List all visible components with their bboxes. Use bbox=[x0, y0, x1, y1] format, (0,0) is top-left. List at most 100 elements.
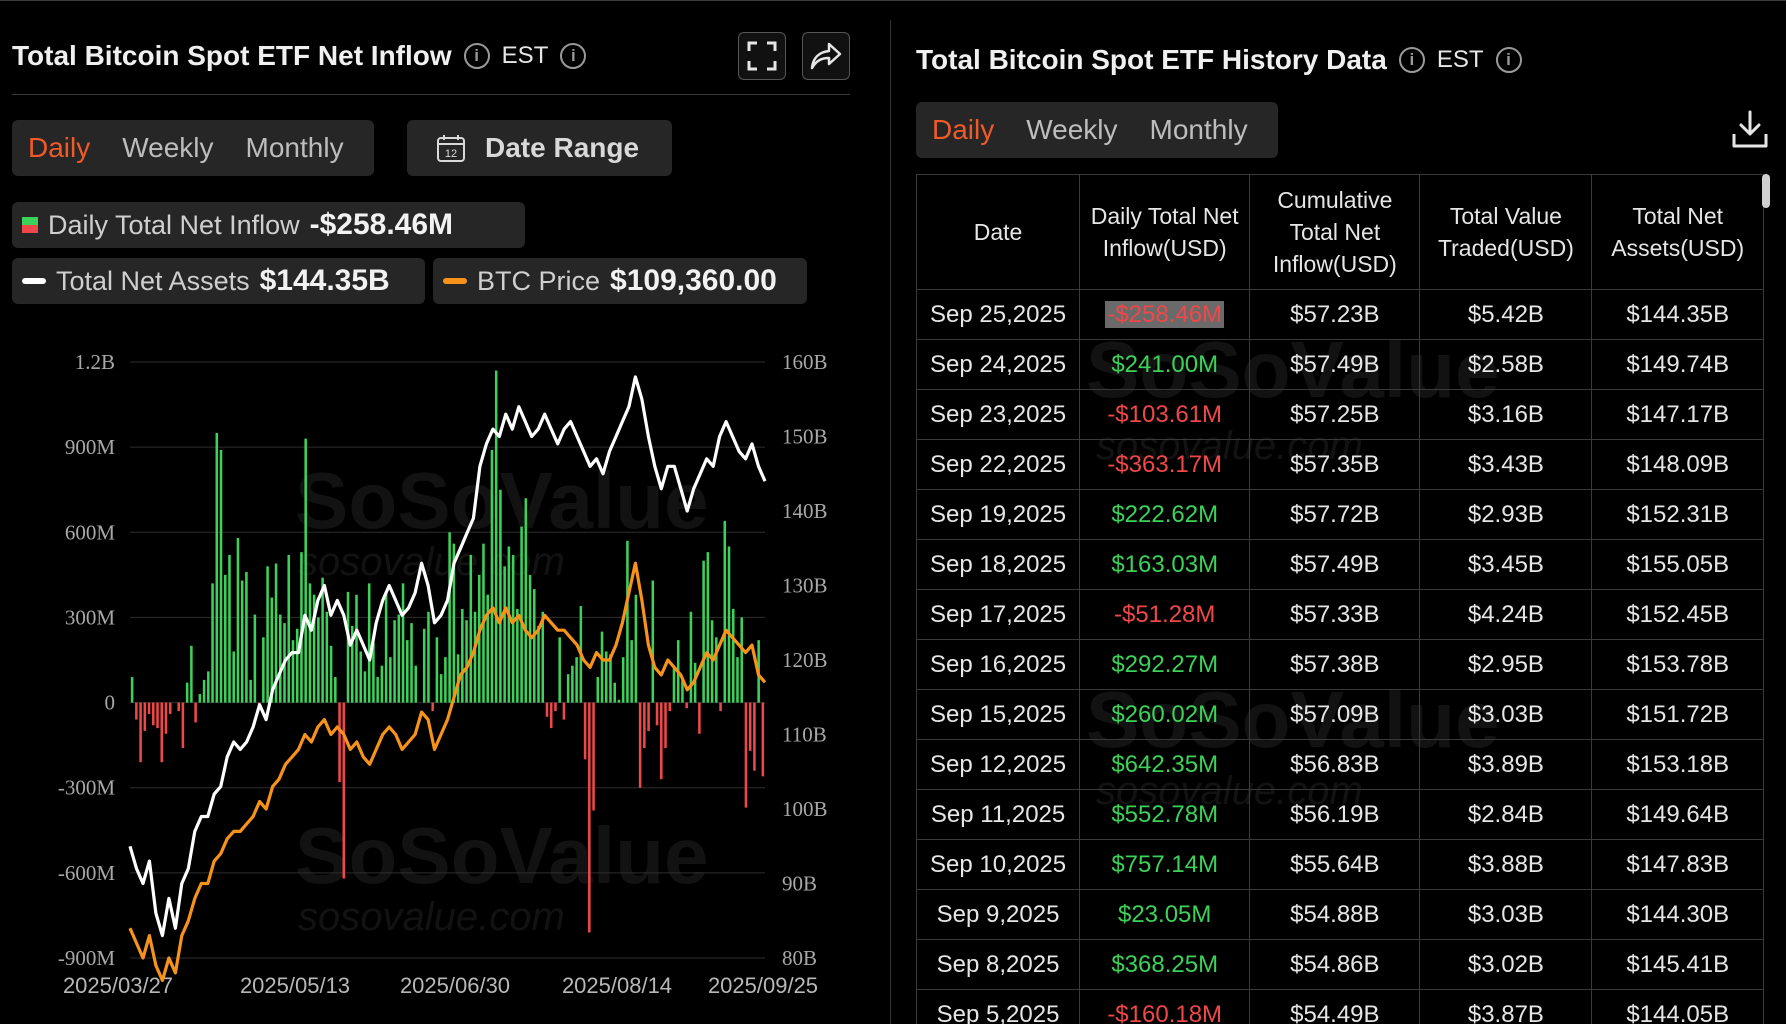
inflow-bar-negative bbox=[168, 702, 172, 714]
inflow-bar-positive bbox=[461, 608, 464, 703]
inflow-bar-positive bbox=[558, 637, 561, 703]
cell-cumulative-inflow: $57.33B bbox=[1249, 589, 1421, 640]
history-timezone-info-icon[interactable]: i bbox=[1495, 47, 1522, 73]
right-tick-label: 130B bbox=[782, 574, 828, 598]
share-button[interactable] bbox=[802, 32, 850, 80]
table-scrollbar[interactable] bbox=[1762, 174, 1770, 208]
history-tab-daily[interactable]: Daily bbox=[932, 114, 995, 145]
inflow-bar-negative bbox=[562, 702, 566, 720]
table-row[interactable]: Sep 5,2025 -$160.18M $54.49B $3.87B $144.05B bbox=[916, 989, 1764, 1024]
inflow-bar-positive bbox=[329, 645, 333, 703]
inflow-bar-positive bbox=[452, 543, 456, 703]
btc-price-pill[interactable]: BTC Price $109,360.00 bbox=[433, 258, 807, 304]
cell-net-assets: $153.18B bbox=[1591, 739, 1764, 790]
table-row[interactable]: Sep 9,2025 $23.05M $54.88B $3.03B $144.30B bbox=[916, 889, 1764, 940]
history-tab-monthly[interactable]: Monthly bbox=[1149, 114, 1248, 145]
history-info-icon[interactable]: i bbox=[1398, 47, 1425, 73]
table-row[interactable]: Sep 19,2025 $222.62M $57.72B $2.93B $152.31B bbox=[916, 489, 1764, 540]
timezone-label: EST bbox=[501, 42, 549, 69]
history-tab-weekly[interactable]: Weekly bbox=[1026, 114, 1118, 145]
inflow-bar-positive bbox=[223, 574, 227, 703]
inflow-bar-positive bbox=[308, 583, 312, 703]
inflow-bar-positive bbox=[520, 526, 523, 703]
table-row[interactable]: Sep 23,2025 -$103.61M $57.25B $3.16B $147.17… bbox=[916, 389, 1764, 440]
inflow-bar-negative bbox=[549, 702, 553, 729]
table-row[interactable]: Sep 18,2025 $163.03M $57.49B $3.45B $155.05B bbox=[916, 539, 1764, 590]
inflow-bar-positive bbox=[571, 665, 574, 703]
inflow-bar-positive bbox=[274, 563, 278, 703]
info-icon[interactable]: i bbox=[463, 43, 490, 69]
download-icon[interactable] bbox=[1730, 108, 1770, 152]
table-row[interactable]: Sep 15,2025 $260.02M $57.09B $3.03B $151.72B bbox=[916, 689, 1764, 740]
cell-value-traded: $3.89B bbox=[1419, 739, 1593, 790]
cell-daily-inflow: -$258.46M bbox=[1079, 289, 1251, 340]
table-row[interactable]: Sep 25,2025 -$258.46M $57.23B $5.42B $144.35… bbox=[916, 289, 1764, 340]
left-tick-label: -600M bbox=[58, 861, 115, 885]
inflow-bar-positive bbox=[511, 554, 515, 703]
cell-daily-inflow: $23.05M bbox=[1079, 889, 1251, 940]
cell-daily-inflow: $241.00M bbox=[1079, 339, 1251, 390]
inflow-bar-negative bbox=[761, 702, 765, 777]
inflow-bar-positive bbox=[287, 554, 291, 703]
cell-cumulative-inflow: $56.83B bbox=[1249, 739, 1421, 790]
tab-daily[interactable]: Daily bbox=[28, 132, 91, 163]
right-tick-label: 80B bbox=[782, 946, 817, 970]
cell-net-assets: $148.09B bbox=[1591, 439, 1764, 490]
inflow-legend-swatch bbox=[22, 217, 38, 233]
cell-net-assets: $149.74B bbox=[1591, 339, 1764, 390]
inflow-bar-positive bbox=[414, 665, 418, 703]
inflow-bar-positive bbox=[363, 671, 367, 703]
inflow-bar-positive bbox=[185, 682, 189, 703]
table-row[interactable]: Sep 17,2025 -$51.28M $57.33B $4.24B $152.45B bbox=[916, 589, 1764, 640]
inflow-bar-positive bbox=[486, 594, 489, 703]
inflow-bar-positive bbox=[736, 657, 739, 703]
table-row[interactable]: Sep 11,2025 $552.78M $56.19B $2.84B $149.64B bbox=[916, 789, 1764, 840]
date-range-button[interactable]: 12 Date Range bbox=[407, 120, 672, 176]
timezone-info-icon[interactable]: i bbox=[560, 43, 587, 69]
cell-value-traded: $2.93B bbox=[1419, 489, 1593, 540]
header-cumulative-inflow: Cumulative Total Net Inflow(USD) bbox=[1249, 174, 1421, 290]
table-row[interactable]: Sep 22,2025 -$363.17M $57.35B $3.43B $148.09… bbox=[916, 439, 1764, 490]
net-inflow-panel: Total Bitcoin Spot ETF Net Inflow i EST … bbox=[0, 0, 880, 1024]
right-tick-label: 140B bbox=[782, 499, 828, 523]
inflow-bar-positive bbox=[469, 554, 473, 703]
inflow-bar-positive bbox=[240, 580, 244, 703]
inflow-value: -$258.46M bbox=[309, 208, 454, 241]
cell-value-traded: $3.03B bbox=[1419, 689, 1593, 740]
inflow-value: $222.62M bbox=[1111, 500, 1219, 528]
net-inflow-chart[interactable]: 1.2B 900M 600M 300M 0 -300M -600M -900M 160B 150B… bbox=[0, 330, 880, 1010]
inflow-bar-positive bbox=[249, 679, 252, 703]
cell-value-traded: $3.45B bbox=[1419, 539, 1593, 590]
inflow-value: $260.02M bbox=[1111, 700, 1219, 728]
left-tick-label: -900M bbox=[58, 946, 115, 970]
tab-monthly[interactable]: Monthly bbox=[245, 132, 344, 163]
calendar-icon: 12 bbox=[437, 135, 465, 162]
inflow-bar-positive bbox=[291, 640, 295, 703]
cell-daily-inflow: -$103.61M bbox=[1079, 389, 1251, 440]
history-table-container[interactable]: SoSoValue sosovalue.com SoSoValue sosova… bbox=[916, 174, 1768, 1024]
cell-net-assets: $153.78B bbox=[1591, 639, 1764, 690]
inflow-label: Daily Total Net Inflow bbox=[48, 209, 300, 240]
x-tick-label: 2025/06/30 bbox=[400, 973, 510, 998]
inflow-bar-negative bbox=[592, 702, 595, 811]
inflow-bar-positive bbox=[384, 591, 388, 703]
cell-net-assets: $144.05B bbox=[1591, 989, 1764, 1024]
table-row[interactable]: Sep 12,2025 $642.35M $56.83B $3.89B $153.18B bbox=[916, 739, 1764, 790]
cell-cumulative-inflow: $57.38B bbox=[1249, 639, 1421, 690]
net-assets-pill[interactable]: Total Net Assets $144.35B bbox=[12, 258, 425, 304]
inflow-bar-negative bbox=[554, 702, 557, 712]
inflow-bar-positive bbox=[710, 620, 714, 703]
inflow-bar-negative bbox=[152, 702, 155, 726]
inflow-bar-positive bbox=[528, 574, 532, 703]
cell-net-assets: $144.30B bbox=[1591, 889, 1764, 940]
cell-date: Sep 19,2025 bbox=[916, 489, 1081, 540]
cell-date: Sep 8,2025 bbox=[916, 939, 1081, 990]
fullscreen-button[interactable] bbox=[738, 32, 786, 80]
cell-date: Sep 9,2025 bbox=[916, 889, 1081, 940]
table-row[interactable]: Sep 24,2025 $241.00M $57.49B $2.58B $149.74B bbox=[916, 339, 1764, 390]
table-row[interactable]: Sep 8,2025 $368.25M $54.86B $3.02B $145.41B bbox=[916, 939, 1764, 990]
table-row[interactable]: Sep 16,2025 $292.27M $57.38B $2.95B $153.78B bbox=[916, 639, 1764, 690]
table-row[interactable]: Sep 10,2025 $757.14M $55.64B $3.88B $147.83B bbox=[916, 839, 1764, 890]
inflow-bar-positive bbox=[537, 625, 540, 703]
tab-weekly[interactable]: Weekly bbox=[122, 132, 214, 163]
